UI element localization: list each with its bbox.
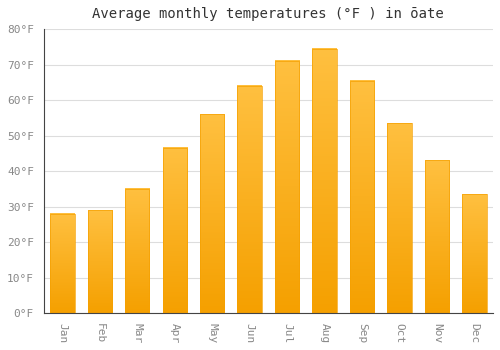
Title: Average monthly temperatures (°F ) in ōate: Average monthly temperatures (°F ) in ōa… xyxy=(92,7,444,21)
